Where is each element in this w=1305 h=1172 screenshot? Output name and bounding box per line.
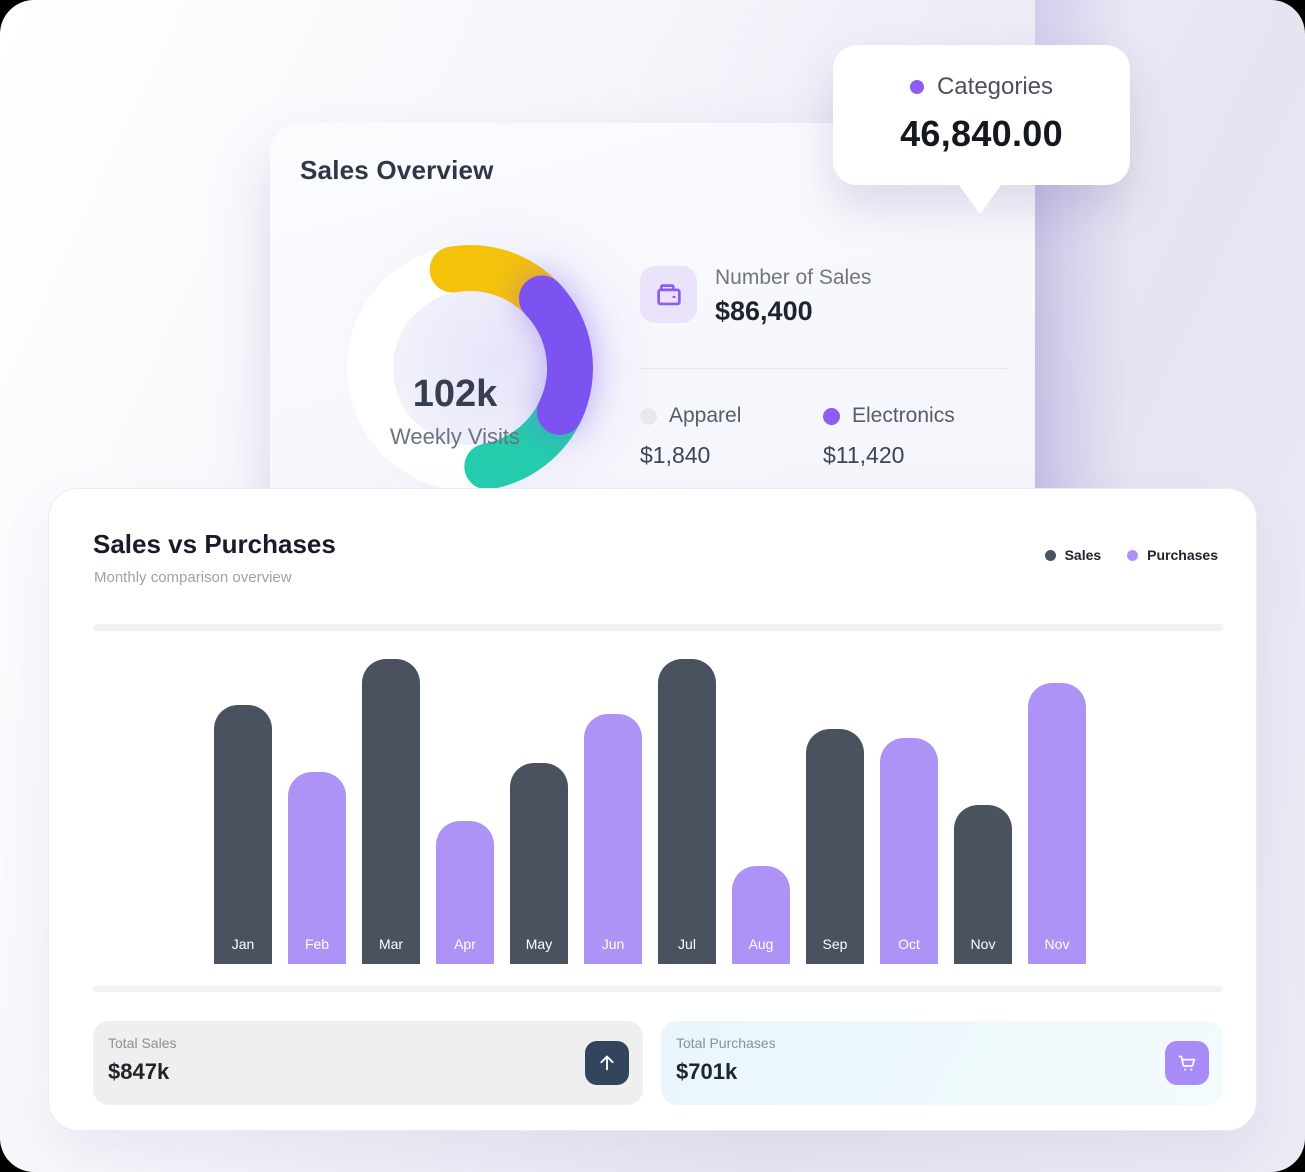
- bar-purchases-aug[interactable]: Aug: [732, 866, 790, 964]
- shopping-cart-icon: [1178, 1055, 1196, 1071]
- bar-purchases-nov[interactable]: Nov: [1028, 683, 1086, 964]
- chart-bottom-divider: [93, 986, 1223, 992]
- categories-tooltip: Categories 46,840.00: [833, 45, 1130, 214]
- bar-month-label: Apr: [454, 936, 476, 952]
- tooltip-value: 46,840.00: [900, 113, 1063, 154]
- number-of-sales-value: $86,400: [715, 296, 813, 326]
- total-purchases-card: Total Purchases $701k: [661, 1021, 1223, 1105]
- bar-month-label: Aug: [748, 936, 774, 952]
- bar-month-label: Sep: [822, 936, 848, 952]
- bar-purchases-apr[interactable]: Apr: [436, 821, 494, 964]
- tooltip-pointer: [958, 184, 1002, 214]
- electronics-value: $11,420: [823, 442, 905, 468]
- legend-item-sales[interactable]: Sales: [1044, 547, 1102, 563]
- bar-month-label: Jul: [678, 936, 696, 952]
- bar-month-label: Feb: [304, 936, 330, 952]
- sales-legend-dot-icon: [1044, 549, 1056, 561]
- apparel-label: Apparel: [669, 404, 742, 427]
- bar-sales-mar[interactable]: Mar: [362, 659, 420, 964]
- sales-overview-card: Sales Overview 102k Weekly Visits Number…: [270, 123, 1035, 523]
- weekly-visits-caption: Weekly Visits: [389, 424, 520, 449]
- total-sales-button[interactable]: [585, 1041, 629, 1085]
- category-apparel: Apparel $1,840: [640, 404, 741, 469]
- bar-month-label: Jan: [231, 936, 255, 952]
- total-purchases-value: $701k: [676, 1059, 738, 1084]
- total-sales-value: $847k: [108, 1059, 170, 1084]
- wallet-icon-tile: [640, 266, 697, 323]
- bar-sales-sep[interactable]: Sep: [806, 729, 864, 964]
- sales-vs-purchases-title: Sales vs Purchases: [93, 529, 336, 559]
- number-of-sales-row: Number of Sales $86,400: [640, 266, 871, 327]
- chart-top-divider: [93, 624, 1223, 631]
- bar-purchases-jun[interactable]: Jun: [584, 714, 642, 964]
- bar-purchases-feb[interactable]: Feb: [288, 772, 346, 964]
- bar-month-label: Nov: [970, 936, 996, 952]
- weekly-visits-value: 102k: [412, 373, 498, 415]
- legend-item-purchases[interactable]: Purchases: [1127, 547, 1218, 563]
- categories-dot-icon: [909, 80, 924, 94]
- wallet-icon: [656, 283, 681, 305]
- chart-legend: Sales Purchases: [1044, 547, 1218, 563]
- purchases-legend-label: Purchases: [1147, 547, 1218, 563]
- sales-legend-label: Sales: [1064, 547, 1102, 563]
- bar-month-label: Mar: [378, 936, 404, 952]
- electronics-label: Electronics: [852, 404, 955, 427]
- category-electronics: Electronics $11,420: [823, 404, 955, 469]
- bar-month-label: Jun: [601, 936, 625, 952]
- sales-vs-purchases-card: Sales vs Purchases Monthly comparison ov…: [48, 488, 1257, 1131]
- total-purchases-label: Total Purchases: [676, 1035, 776, 1051]
- gauge-purple-arc: [518, 275, 593, 435]
- apparel-value: $1,840: [640, 442, 711, 468]
- bar-chart-bars: Jan Feb Mar Apr May Jun Jul Aug Sep Oct Nov Nov: [214, 659, 1086, 964]
- purchases-legend-dot-icon: [1127, 549, 1139, 561]
- total-sales-card: Total Sales $847k: [93, 1021, 643, 1105]
- bar-month-label: May: [525, 936, 553, 952]
- bar-sales-jul[interactable]: Jul: [658, 659, 716, 964]
- bar-sales-jan[interactable]: Jan: [214, 705, 272, 964]
- electronics-dot-icon: [823, 407, 840, 425]
- tooltip-label: Categories: [936, 73, 1054, 100]
- bar-sales-nov[interactable]: Nov: [954, 805, 1012, 964]
- sales-vs-purchases-subtitle: Monthly comparison overview: [94, 569, 292, 586]
- bar-month-label: Oct: [898, 936, 920, 952]
- bar-sales-may[interactable]: May: [510, 763, 568, 964]
- bar-purchases-oct[interactable]: Oct: [880, 738, 938, 964]
- sales-overview-title: Sales Overview: [300, 155, 494, 185]
- weekly-visits-gauge-chart: [347, 245, 593, 491]
- bar-month-label: Nov: [1044, 936, 1070, 952]
- arrow-up-icon: [600, 1055, 614, 1071]
- overview-divider: [640, 368, 1007, 369]
- total-purchases-button[interactable]: [1165, 1041, 1209, 1085]
- apparel-dot-icon: [640, 407, 657, 425]
- total-sales-label: Total Sales: [108, 1035, 177, 1051]
- number-of-sales-label: Number of Sales: [715, 266, 872, 289]
